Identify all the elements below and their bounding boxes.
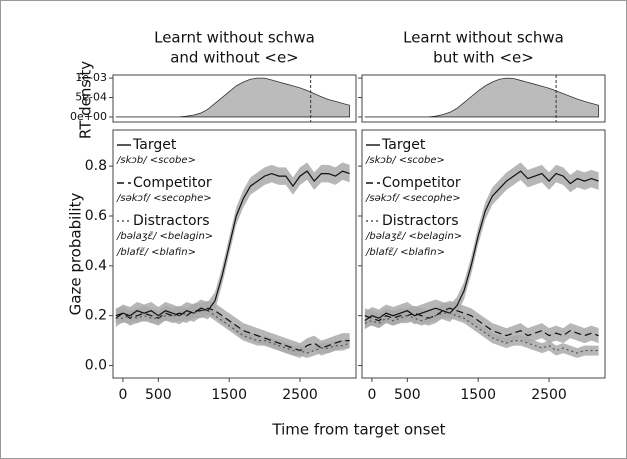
density-tick-label: 1e-03 xyxy=(75,71,107,84)
legend-note: /səkɔf/ <secophe> xyxy=(116,193,212,204)
x-tick-label: 2500 xyxy=(531,387,567,403)
legend-label: Distractors xyxy=(382,213,459,229)
x-tick-label: 1500 xyxy=(211,387,247,403)
density-y-label: RT density xyxy=(77,61,95,139)
x-tick-label: 500 xyxy=(145,387,172,403)
legend-label: Target xyxy=(381,137,426,153)
legend-note: /skɔb/ <scobe> xyxy=(116,155,196,166)
series-line xyxy=(115,307,350,352)
legend-label: Competitor xyxy=(382,175,461,191)
confidence-band xyxy=(364,300,599,344)
x-tick-label: 2500 xyxy=(282,387,318,403)
x-tick-label: 500 xyxy=(394,387,421,403)
legend-note: /skɔb/ <scobe> xyxy=(365,155,445,166)
x-tick-label: 0 xyxy=(367,387,376,403)
density-area xyxy=(364,77,600,118)
panel-title: but with <e> xyxy=(433,49,534,67)
y-tick-label: 0.0 xyxy=(85,358,107,374)
y-tick-label: 0.6 xyxy=(85,208,107,224)
legend-note: /blafɛ̃/ <blafin> xyxy=(365,246,445,258)
panel-title: Learnt without schwa xyxy=(154,29,315,47)
legend-note: /bəlaʒɛ̃/ <belagin> xyxy=(365,230,462,242)
y-tick-label: 0.4 xyxy=(85,258,107,274)
legend-note: /blafɛ̃/ <blafin> xyxy=(116,246,196,258)
y-tick-label: 0.8 xyxy=(85,158,107,174)
x-tick-label: 1500 xyxy=(460,387,496,403)
density-tick-label: 5e-04 xyxy=(75,91,107,104)
density-tick-label: 0e+00 xyxy=(70,110,107,123)
series-line xyxy=(364,307,599,337)
legend-label: Competitor xyxy=(133,175,212,191)
confidence-band xyxy=(115,305,350,359)
confidence-band xyxy=(364,308,599,359)
series-line xyxy=(115,310,350,354)
legend-note: /səkɔf/ <secophe> xyxy=(365,193,461,204)
y-tick-label: 0.2 xyxy=(85,308,107,324)
x-tick-label: 0 xyxy=(118,387,127,403)
panel-title: and without <e> xyxy=(170,49,299,67)
density-area xyxy=(115,77,351,118)
x-axis-label: Time from target onset xyxy=(271,421,445,439)
legend-label: Target xyxy=(132,137,177,153)
legend-label: Distractors xyxy=(133,213,210,229)
y-axis-label: Gaze probability xyxy=(67,193,85,316)
series-line xyxy=(115,170,350,319)
series-line xyxy=(364,170,599,322)
panel-title: Learnt without schwa xyxy=(403,29,564,47)
legend-note: /bəlaʒɛ̃/ <belagin> xyxy=(116,230,213,242)
